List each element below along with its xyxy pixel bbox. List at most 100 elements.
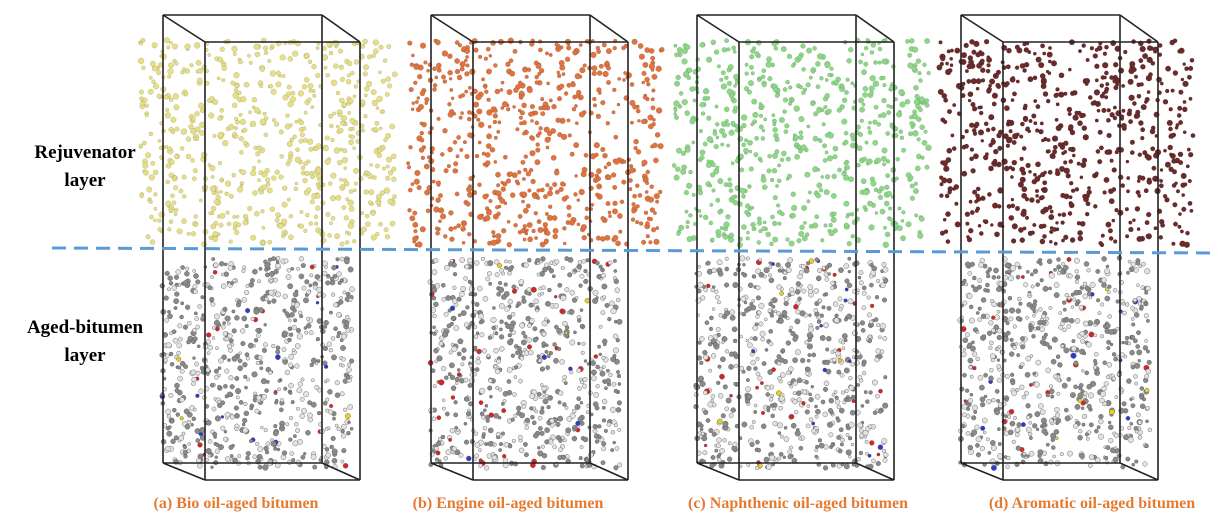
atom (895, 156, 901, 162)
atom (801, 90, 806, 95)
atom (954, 201, 959, 206)
atom (802, 389, 808, 395)
atom (772, 406, 777, 411)
atom (765, 61, 772, 68)
atom (763, 117, 768, 122)
atom (862, 430, 869, 436)
atom (333, 147, 341, 154)
atom (871, 458, 876, 464)
atom (329, 123, 334, 129)
atom (343, 180, 350, 187)
atom (367, 54, 373, 60)
atom (543, 194, 549, 200)
atom (309, 170, 315, 176)
atom (512, 48, 518, 54)
atom (1124, 207, 1129, 212)
atom (344, 413, 351, 419)
atom (1038, 61, 1045, 69)
atom (1052, 454, 1056, 459)
atom (889, 122, 894, 127)
atom (434, 75, 439, 80)
atom (301, 407, 307, 414)
atom (617, 428, 621, 432)
atom (585, 258, 590, 263)
atom (538, 67, 545, 74)
atom (500, 186, 506, 192)
atom (822, 465, 829, 471)
atom (506, 107, 511, 112)
atom (469, 377, 475, 384)
atom (840, 390, 845, 395)
atom (876, 122, 882, 127)
atom (296, 387, 303, 394)
atom (538, 126, 543, 131)
atom (950, 133, 955, 138)
atom (964, 282, 969, 287)
atom (510, 417, 515, 422)
atom (714, 104, 719, 109)
atom (954, 221, 961, 228)
atom (622, 159, 627, 164)
atom (753, 403, 758, 408)
atom (554, 295, 558, 299)
atom (872, 139, 879, 146)
atom (790, 204, 798, 212)
atom (996, 334, 1002, 341)
atom (515, 304, 520, 309)
atom (481, 432, 486, 437)
atom (168, 219, 174, 224)
atom (728, 129, 735, 136)
atom (744, 71, 749, 76)
atom (522, 237, 527, 242)
atom (727, 441, 732, 446)
atom (768, 261, 772, 265)
atom (861, 362, 866, 367)
atom (336, 312, 342, 318)
atom (836, 418, 841, 423)
atom (739, 255, 746, 262)
atom (151, 42, 158, 49)
atom (438, 219, 442, 224)
atom (312, 285, 318, 290)
atom (1040, 417, 1047, 424)
atom (449, 236, 455, 242)
atom (175, 412, 181, 417)
atom (410, 182, 415, 187)
atom (378, 221, 383, 227)
atom (600, 273, 607, 279)
atom (167, 68, 174, 75)
atom (298, 273, 305, 280)
atom (768, 329, 774, 334)
atom (600, 267, 605, 273)
atom (314, 274, 320, 280)
atom (844, 389, 849, 394)
atom (1135, 189, 1141, 195)
atom (232, 92, 239, 99)
atom (519, 110, 526, 116)
atom (330, 172, 337, 179)
atom (523, 262, 529, 268)
atom (226, 321, 231, 326)
atom (545, 105, 551, 111)
atom (1188, 96, 1193, 101)
atom (896, 225, 903, 232)
atom (635, 183, 640, 188)
atom (248, 439, 253, 444)
atom (702, 141, 708, 147)
atom (798, 269, 804, 275)
atom (382, 166, 386, 171)
atom (195, 393, 200, 398)
atom (1015, 79, 1020, 84)
atom (285, 274, 292, 280)
atom (1120, 183, 1126, 189)
atom (977, 306, 982, 311)
atom (824, 276, 830, 282)
atom (148, 199, 153, 204)
atom (196, 344, 201, 349)
atom (168, 393, 174, 399)
atom (267, 59, 272, 64)
atom (684, 44, 691, 51)
atom (297, 310, 303, 315)
atom (165, 179, 171, 185)
atom (275, 349, 281, 355)
